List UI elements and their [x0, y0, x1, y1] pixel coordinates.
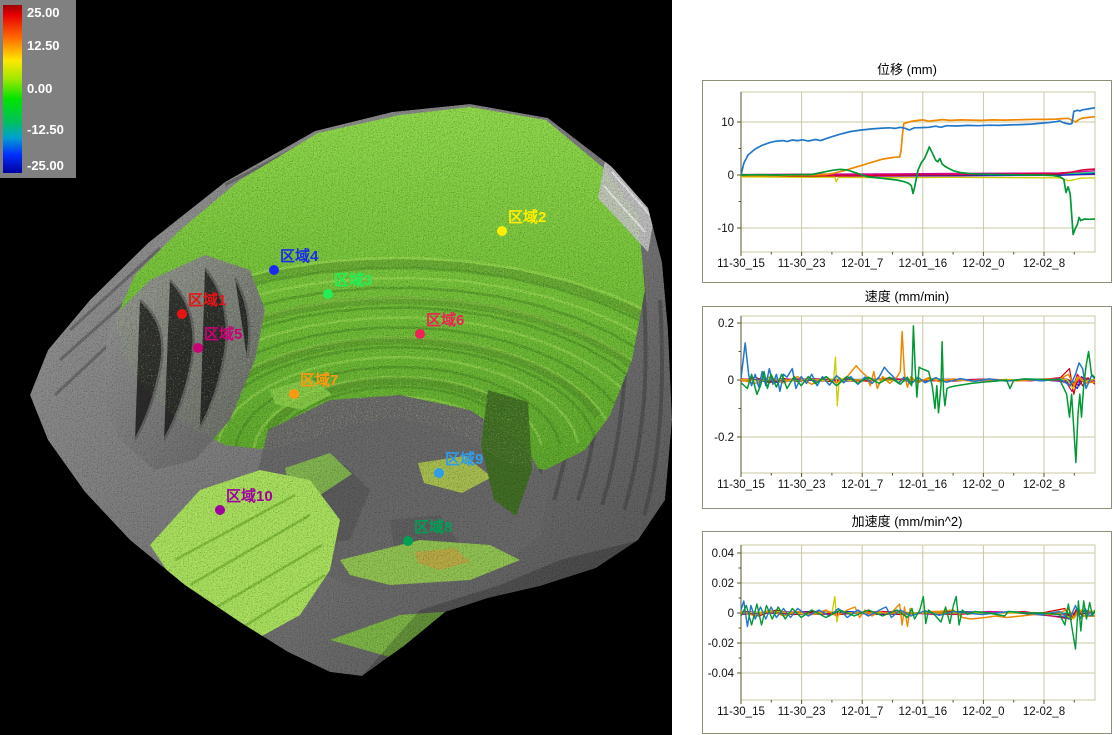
series-line-区域8 [741, 595, 1095, 650]
terrain-3d-model[interactable]: 区域1 区域2 区域3 区域4 区域5 区域6 区域7 区域8 区域9 区域10 [0, 0, 672, 735]
region-marker[interactable]: 区域10 [215, 487, 273, 515]
region-marker[interactable]: 区域8 [403, 518, 452, 546]
x-tick-label: 11-30_23 [778, 479, 826, 491]
y-tick-label: 0 [728, 170, 734, 182]
region-label: 区域5 [204, 325, 242, 343]
charts-panel: 位移 (mm) 11-30_15 11-30_23 12-01_7 12-01_16 1… [672, 0, 1114, 735]
y-tick-label: 10 [721, 117, 734, 129]
series-line-区域7 [741, 603, 1095, 628]
colorbar-tick-label: 12.50 [27, 38, 60, 53]
colorbar-tick-label: 0.00 [27, 81, 53, 96]
y-tick-label: -0.04 [708, 668, 735, 680]
region-marker[interactable]: 区域6 [415, 311, 464, 339]
region-dot[interactable] [415, 329, 425, 339]
x-tick-label: 11-30_23 [778, 258, 826, 270]
x-tick-label: 12-02_8 [1023, 706, 1065, 718]
colorbar-legend: 25.00 12.50 0.00 -12.50 -25.00 [0, 0, 76, 178]
region-dot[interactable] [434, 468, 444, 478]
series-line-区域9 [741, 600, 1095, 628]
series-line-区域8 [741, 325, 1095, 464]
series-line-区域2 [741, 176, 1095, 183]
region-dot[interactable] [289, 389, 299, 399]
x-tick-label: 12-01_7 [841, 479, 883, 491]
chart-title-displacement: 位移 (mm) [877, 62, 937, 77]
x-tick-label: 11-30_15 [717, 479, 765, 491]
x-tick-label: 12-01_16 [898, 706, 947, 718]
x-tick-label: 12-01_16 [898, 479, 947, 491]
chart-acceleration: 11-30_15 11-30_23 12-01_7 12-01_16 12-02_0 12… [702, 531, 1112, 734]
x-tick-label: 11-30_23 [778, 706, 826, 718]
y-tick-label: 0 [728, 375, 734, 387]
x-tick-label: 11-30_15 [717, 258, 765, 270]
region-marker[interactable]: 区域9 [434, 450, 483, 478]
x-tick-label: 12-01_7 [841, 258, 883, 270]
y-tick-label: 0 [728, 608, 734, 620]
region-dot[interactable] [269, 265, 279, 275]
region-dot[interactable] [403, 536, 413, 546]
plot-area [740, 315, 1096, 474]
region-label: 区域8 [414, 518, 452, 536]
region-label: 区域10 [226, 487, 273, 505]
x-tick-label: 11-30_15 [717, 706, 765, 718]
y-tick-label: -0.2 [714, 432, 734, 444]
region-label: 区域7 [300, 371, 338, 389]
series-line-区域6 [741, 168, 1095, 177]
region-marker[interactable]: 区域5 [193, 325, 242, 353]
x-tick-label: 12-01_16 [898, 258, 947, 270]
region-markers: 区域1 区域2 区域3 区域4 区域5 区域6 区域7 区域8 区域9 区域10 [177, 208, 546, 546]
x-tick-label: 12-02_0 [962, 706, 1004, 718]
region-dot[interactable] [215, 505, 225, 515]
series-line-区域8 [741, 146, 1095, 236]
colorbar-gradient [3, 5, 22, 173]
x-tick-label: 12-02_0 [962, 258, 1004, 270]
plot-area [740, 544, 1096, 701]
region-label: 区域1 [188, 291, 226, 309]
region-dot[interactable] [177, 309, 187, 319]
terrain-viewport[interactable]: 区域1 区域2 区域3 区域4 区域5 区域6 区域7 区域8 区域9 区域10 25.00 12.… [0, 0, 672, 735]
chart-title-velocity: 速度 (mm/min) [864, 289, 950, 304]
x-tick-label: 12-02_0 [962, 479, 1004, 491]
colorbar-tick-label: 25.00 [27, 5, 60, 20]
region-label: 区域4 [280, 247, 319, 265]
x-tick-label: 12-02_8 [1023, 258, 1065, 270]
x-tick-label: 12-01_7 [841, 706, 883, 718]
colorbar-tick-label: -12.50 [27, 122, 64, 137]
region-marker[interactable]: 区域1 [177, 291, 226, 319]
chart-displacement: 11-30_15 11-30_23 12-01_7 12-01_16 12-02_0 12… [702, 80, 1112, 283]
region-label: 区域6 [426, 311, 464, 329]
y-tick-label: 0.02 [712, 578, 734, 590]
x-tick-label: 12-02_8 [1023, 479, 1065, 491]
region-label: 区域2 [508, 208, 546, 226]
y-tick-label: -10 [717, 223, 734, 235]
region-label: 区域3 [334, 271, 372, 289]
region-label: 区域9 [445, 450, 483, 468]
colorbar-tick-label: -25.00 [27, 158, 64, 173]
region-marker[interactable]: 区域2 [497, 208, 546, 236]
y-tick-label: 0.04 [712, 548, 735, 560]
region-marker[interactable]: 区域3 [323, 271, 372, 299]
series-line-区域9 [741, 106, 1095, 176]
chart-velocity: 11-30_15 11-30_23 12-01_7 12-01_16 12-02_0 12… [702, 306, 1112, 509]
region-dot[interactable] [323, 289, 333, 299]
region-marker[interactable]: 区域4 [269, 247, 319, 275]
y-tick-label: 0.2 [718, 318, 734, 330]
region-dot[interactable] [497, 226, 507, 236]
region-dot[interactable] [193, 343, 203, 353]
region-marker[interactable]: 区域7 [289, 371, 338, 399]
chart-title-acceleration: 加速度 (mm/min^2) [851, 514, 963, 529]
y-tick-label: -0.02 [708, 638, 734, 650]
